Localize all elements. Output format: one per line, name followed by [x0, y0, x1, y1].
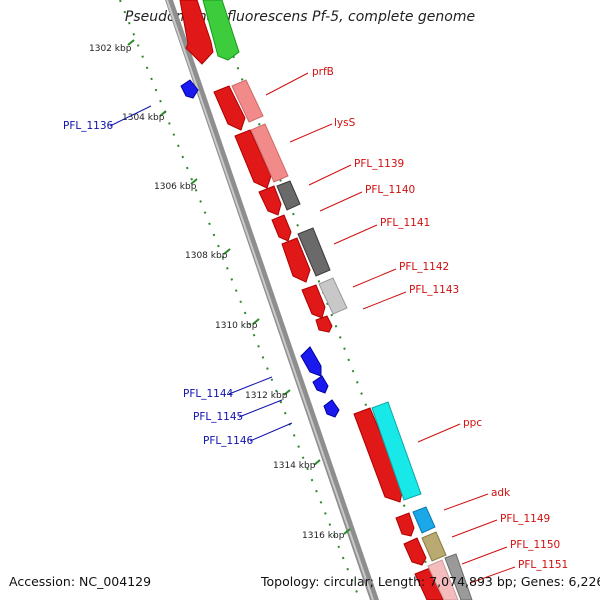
label-PFL_1144: PFL_1144 — [183, 388, 234, 400]
label-adk: adk — [491, 487, 511, 499]
tick-label-1308: 1308 kbp — [185, 251, 228, 261]
leader-ppc — [417, 423, 461, 443]
label-PFL_1150: PFL_1150 — [510, 539, 560, 551]
tick-label-1304: 1304 kbp — [122, 113, 165, 123]
gene-PFL_1145[interactable] — [312, 375, 329, 394]
gene-PFL_1141[interactable] — [281, 237, 311, 283]
label-PFL_1149: PFL_1149 — [500, 513, 550, 525]
band-lysS — [250, 123, 289, 183]
leader-PFL_1146 — [249, 422, 293, 442]
gene-PFL_1149[interactable] — [403, 537, 427, 566]
leader-PFL_1144 — [228, 376, 273, 395]
tick-label-1310: 1310 kbp — [215, 321, 258, 331]
label-PFL_1142: PFL_1142 — [399, 261, 449, 273]
tick-label-1312: 1312 kbp — [245, 391, 288, 401]
functional-category-bands — [202, 0, 473, 600]
label-PFL_1145: PFL_1145 — [193, 411, 243, 423]
topology-text: Topology: circular; Length: 7,074,893 bp… — [261, 574, 600, 589]
gene-adk[interactable] — [395, 512, 415, 537]
gene-PFL_1136[interactable] — [180, 79, 199, 99]
leader-adk — [443, 493, 489, 511]
label-PFL_1136: PFL_1136 — [63, 120, 114, 132]
leader-PFL_1150 — [461, 546, 508, 565]
gene-PFL_1139[interactable] — [258, 185, 282, 216]
tick-label-1316: 1316 kbp — [302, 531, 345, 541]
leader-PFL_1141 — [333, 224, 378, 245]
label-ppc: ppc — [463, 417, 482, 429]
gene-PFL_1140[interactable] — [271, 214, 292, 242]
tick-1306 — [190, 178, 198, 185]
band-bottom-gray — [444, 553, 473, 600]
tick-1316 — [343, 528, 351, 535]
leader-PFL_1139 — [308, 164, 352, 186]
tick-1310 — [252, 318, 260, 325]
forward-gene-labels: prfB lysS PFL_1139 PFL_1140 PFL_1141 PFL… — [312, 66, 568, 571]
label-PFL_1141: PFL_1141 — [380, 217, 430, 229]
leader-PFL_1140 — [319, 191, 363, 212]
band-adk — [412, 506, 436, 534]
band-PFL_1139 — [276, 180, 301, 211]
gene-PFL_1143[interactable] — [315, 315, 333, 333]
gene-top-partial[interactable] — [179, 0, 214, 65]
band-bottom-pink — [427, 559, 459, 600]
band-PFL_1142 — [318, 277, 348, 315]
tick-1304 — [159, 110, 167, 117]
tick-1312 — [283, 389, 291, 396]
tick-label-1314: 1314 kbp — [273, 461, 316, 471]
label-PFL_1139: PFL_1139 — [354, 158, 404, 170]
gene-lysS[interactable] — [234, 129, 272, 189]
reverse-gene-labels: PFL_1136 PFL_1144 PFL_1145 PFL_1146 — [63, 120, 254, 447]
gene-ppc[interactable] — [353, 407, 404, 503]
backbone-highlight — [166, 0, 374, 600]
label-PFL_1143: PFL_1143 — [409, 284, 459, 296]
gene-PFL_1151-partial[interactable] — [414, 567, 444, 600]
tick-1308 — [223, 248, 231, 255]
scale-tick-labels: 1302 kbp 1304 kbp 1306 kbp 1308 kbp 1310… — [89, 44, 345, 541]
leader-lysS — [289, 123, 333, 143]
band-prfB — [231, 79, 264, 123]
tick-1302 — [127, 39, 135, 46]
scale-ticks — [127, 39, 351, 535]
gene-PFL_1142[interactable] — [301, 284, 326, 319]
leader-PFL_1136 — [109, 105, 152, 127]
label-PFL_1140: PFL_1140 — [365, 184, 415, 196]
leader-PFL_1145 — [238, 399, 283, 418]
band-PFL_1141 — [297, 227, 331, 277]
gene-PFL_1146[interactable] — [323, 399, 340, 418]
gene-PFL_1144[interactable] — [300, 346, 322, 377]
reverse-genes — [180, 79, 340, 418]
label-PFL_1146: PFL_1146 — [203, 435, 254, 447]
tick-1314 — [313, 459, 321, 466]
leader-PFL_1149 — [451, 519, 498, 538]
label-prfB: prfB — [312, 66, 334, 78]
gene-prfB[interactable] — [213, 85, 246, 131]
band-ppc — [371, 401, 422, 501]
leader-prfB — [265, 72, 309, 96]
band-green — [202, 0, 240, 61]
tick-label-1302: 1302 kbp — [89, 44, 132, 54]
label-lysS: lysS — [334, 117, 356, 129]
forward-leader-lines — [265, 72, 516, 584]
leader-PFL_1151 — [469, 566, 516, 584]
forward-genes — [179, 0, 444, 600]
leader-PFL_1142 — [352, 268, 397, 288]
tick-label-1306: 1306 kbp — [154, 182, 197, 192]
accession-text: Accession: NC_004129 — [9, 574, 152, 589]
band-PFL_1150 — [421, 531, 447, 562]
reverse-leader-lines — [109, 105, 293, 442]
label-PFL_1151: PFL_1151 — [518, 559, 568, 571]
leader-PFL_1143 — [362, 291, 407, 310]
